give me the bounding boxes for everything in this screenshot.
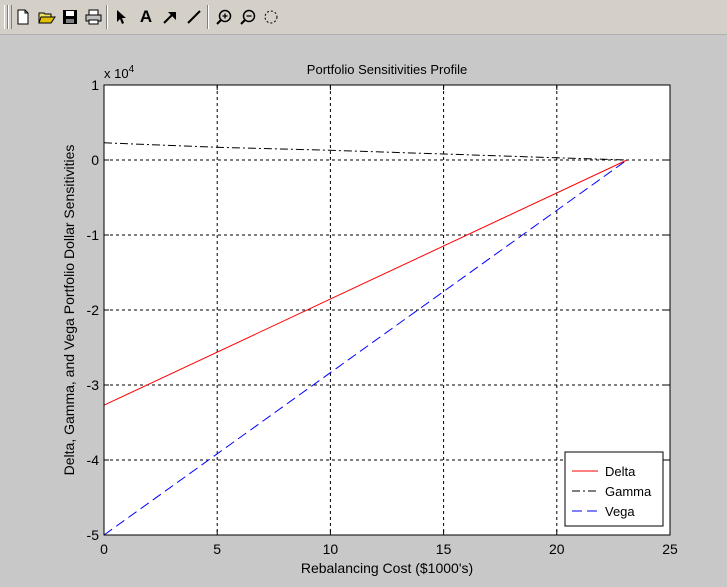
y-tick-label: 1 xyxy=(91,77,99,93)
series-line-vega xyxy=(103,159,628,536)
y-multiplier-exponent: 4 xyxy=(129,64,135,75)
y-tick-label: -4 xyxy=(87,452,100,468)
toolbar-separator xyxy=(207,5,209,29)
zoom-in-button[interactable] xyxy=(214,6,234,28)
x-tick-label: 10 xyxy=(323,541,339,557)
y-multiplier: x 104 xyxy=(104,64,135,81)
grid xyxy=(104,85,670,535)
insert-arrow-button[interactable] xyxy=(160,6,180,28)
legend-label-gamma: Gamma xyxy=(605,484,652,499)
legend-label-delta: Delta xyxy=(605,464,636,479)
zoom-out-button[interactable] xyxy=(238,6,258,28)
save-button[interactable] xyxy=(60,6,80,28)
series-layer xyxy=(103,142,628,536)
save-icon xyxy=(63,10,77,24)
new-file-icon xyxy=(17,9,29,25)
x-axis-label: Rebalancing Cost ($1000's) xyxy=(301,560,473,576)
rotate-icon xyxy=(264,10,278,24)
figure-toolbar: A xyxy=(0,0,727,35)
x-tick-label: 20 xyxy=(549,541,565,557)
y-tick-label: 0 xyxy=(91,152,99,168)
rotate-button[interactable] xyxy=(261,6,281,28)
open-folder-icon xyxy=(38,12,56,24)
print-icon xyxy=(85,9,102,25)
insert-text-icon[interactable]: A xyxy=(139,7,153,26)
print-button[interactable] xyxy=(83,6,103,28)
series-line-gamma xyxy=(103,142,628,161)
select-arrow-icon xyxy=(117,10,126,24)
chart-title: Portfolio Sensitivities Profile xyxy=(307,62,467,77)
series-line-delta xyxy=(103,159,628,406)
insert-line-icon xyxy=(187,10,201,24)
legend-label-vega: Vega xyxy=(605,504,635,519)
y-tick-label: -3 xyxy=(87,377,100,393)
zoom-in-icon xyxy=(216,9,232,25)
legend-box xyxy=(564,451,664,527)
x-tick-label: 5 xyxy=(213,541,221,557)
x-tick-label: 25 xyxy=(662,541,678,557)
y-axis-label: Delta, Gamma, and Vega Portfolio Dollar … xyxy=(61,145,77,476)
open-file-button[interactable] xyxy=(36,6,56,28)
insert-line-button[interactable] xyxy=(184,6,204,28)
y-tick-label: -1 xyxy=(87,227,100,243)
select-tool-button[interactable] xyxy=(112,6,132,28)
toolbar-separator xyxy=(106,5,108,29)
x-tick-label: 15 xyxy=(436,541,452,557)
y-tick-label: -5 xyxy=(87,527,100,543)
toolbar-grip[interactable] xyxy=(8,5,12,29)
toolbar-grip[interactable] xyxy=(4,5,8,29)
x-tick-label: 0 xyxy=(100,541,108,557)
y-tick-label: -2 xyxy=(87,302,100,318)
new-file-button[interactable] xyxy=(13,6,33,28)
zoom-out-icon xyxy=(240,9,256,25)
legend: Delta Gamma Vega xyxy=(564,451,664,527)
insert-arrow-icon xyxy=(163,12,176,24)
